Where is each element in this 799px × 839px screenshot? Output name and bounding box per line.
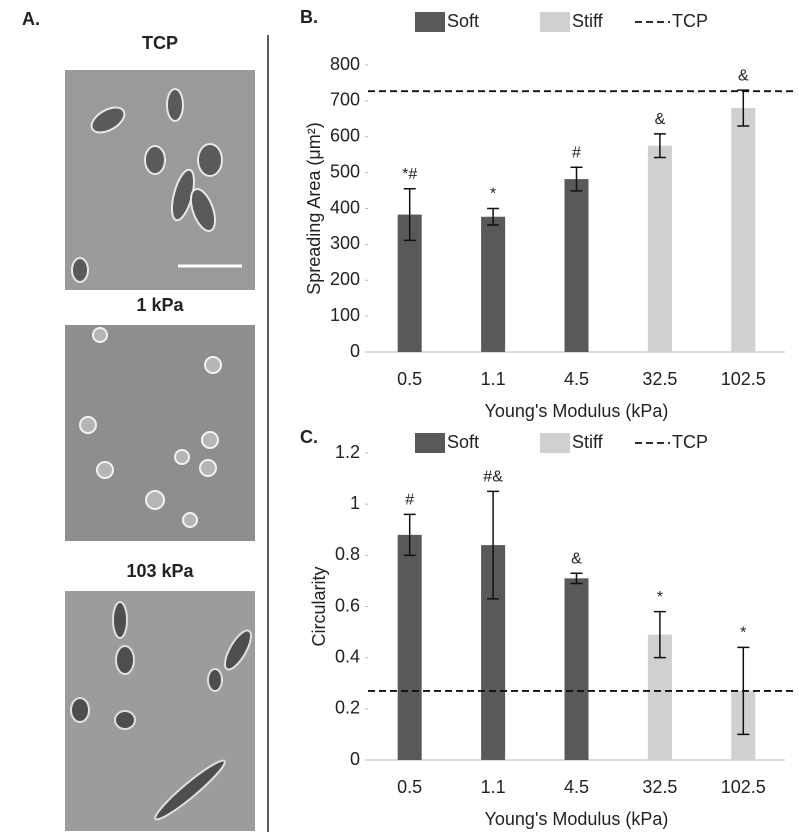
y-tick-label: 1: [350, 493, 360, 513]
legend-label: Soft: [447, 11, 479, 31]
error-bar: [403, 188, 416, 242]
image-label: 1 kPa: [136, 295, 184, 315]
image-label: TCP: [142, 33, 178, 53]
y-tick-label: 300: [330, 233, 360, 253]
y-axis-title: Spreading Area (μm²): [304, 122, 324, 294]
y-tick-label: 0.8: [335, 544, 360, 564]
error-bar: [653, 610, 666, 659]
significance-label: *: [657, 589, 663, 606]
significance-label: #: [405, 492, 414, 509]
x-tick-label: 102.5: [721, 777, 766, 797]
micrograph: [65, 70, 255, 290]
bar: [564, 578, 589, 760]
significance-label: #: [572, 144, 581, 161]
cells: [70, 601, 253, 821]
x-tick-label: 32.5: [642, 777, 677, 797]
y-tick-label: 1.2: [335, 442, 360, 462]
significance-label: &: [571, 550, 582, 567]
error-bar: [653, 133, 666, 159]
bar: [647, 145, 672, 352]
y-axis-title: Circularity: [309, 566, 329, 646]
y-tick-label: 500: [330, 161, 360, 181]
y-tick-label: 400: [330, 197, 360, 217]
panel-label: B.: [300, 7, 318, 27]
x-tick-label: 4.5: [564, 369, 589, 389]
legend-swatch: [415, 12, 445, 32]
significance-label: #&: [483, 469, 503, 486]
legend-label: TCP: [672, 11, 708, 31]
error-bar: [570, 572, 583, 585]
legend-swatch: [540, 12, 570, 32]
y-tick-label: 0.2: [335, 698, 360, 718]
significance-label: &: [738, 67, 749, 84]
legend-swatch: [415, 433, 445, 453]
x-tick-label: 4.5: [564, 777, 589, 797]
error-bar: [570, 166, 583, 192]
legend-label: Soft: [447, 432, 479, 452]
significance-label: *#: [402, 166, 417, 183]
x-axis-title: Young's Modulus (kPa): [485, 401, 669, 421]
cells: [71, 88, 223, 283]
y-tick-label: 0: [350, 341, 360, 361]
y-tick-label: 700: [330, 90, 360, 110]
y-tick-label: 600: [330, 126, 360, 146]
significance-label: *: [740, 625, 746, 642]
bar: [731, 108, 756, 352]
panel-label: A.: [22, 9, 40, 29]
y-tick-label: 800: [330, 54, 360, 74]
legend-label: Stiff: [572, 432, 604, 452]
x-tick-label: 32.5: [642, 369, 677, 389]
x-tick-label: 102.5: [721, 369, 766, 389]
cells: [79, 327, 222, 528]
y-tick-label: 0.4: [335, 646, 360, 666]
x-tick-label: 1.1: [481, 369, 506, 389]
legend-swatch: [540, 433, 570, 453]
image-label: 103 kPa: [126, 561, 194, 581]
bar: [397, 534, 422, 760]
error-bar: [487, 490, 500, 600]
legend-label: TCP: [672, 432, 708, 452]
micrograph: [65, 591, 255, 831]
x-tick-label: 0.5: [397, 369, 422, 389]
significance-label: *: [490, 186, 496, 203]
x-tick-label: 1.1: [481, 777, 506, 797]
error-bar: [737, 89, 750, 127]
bar: [481, 216, 506, 352]
x-axis-title: Young's Modulus (kPa): [485, 809, 669, 829]
error-bar: [403, 513, 416, 557]
y-tick-label: 0.6: [335, 595, 360, 615]
legend-label: Stiff: [572, 11, 604, 31]
y-tick-label: 200: [330, 269, 360, 289]
y-tick-label: 100: [330, 305, 360, 325]
x-tick-label: 0.5: [397, 777, 422, 797]
y-tick-label: 0: [350, 749, 360, 769]
panel-label: C.: [300, 427, 318, 447]
bar: [564, 179, 589, 352]
significance-label: &: [655, 111, 666, 128]
error-bar: [487, 207, 500, 226]
